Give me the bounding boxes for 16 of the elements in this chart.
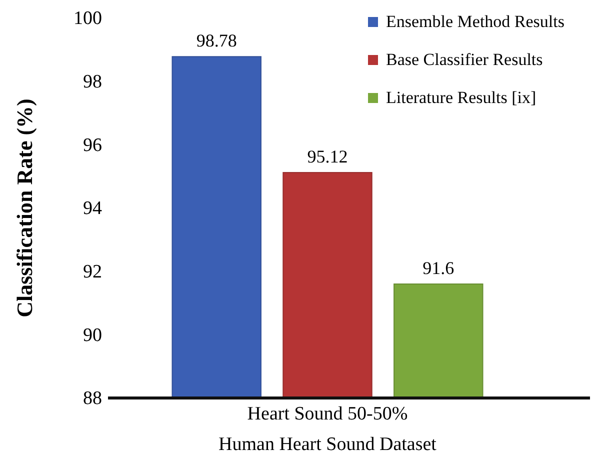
- x-tick-label: Heart Sound 50-50%: [247, 403, 408, 424]
- data-label: 98.78: [196, 30, 237, 51]
- legend-label: Literature Results [ix]: [386, 88, 536, 107]
- data-label: 95.12: [307, 146, 348, 167]
- y-tick-label: 88: [83, 388, 102, 410]
- legend-label: Ensemble Method Results: [386, 12, 564, 31]
- data-label: 91.6: [422, 258, 454, 278]
- y-tick-label: 96: [83, 134, 102, 156]
- legend-label: Base Classifier Results: [386, 50, 543, 69]
- y-tick-label: 92: [83, 261, 102, 282]
- y-tick-label: 90: [83, 324, 102, 346]
- y-tick-label: 100: [74, 8, 102, 30]
- y-tick-label: 94: [83, 198, 102, 220]
- y-tick-label: 98: [83, 71, 102, 92]
- x-axis-title: Human Heart Sound Dataset: [218, 434, 438, 454]
- y-axis-title: Classification Rate (%): [12, 98, 37, 318]
